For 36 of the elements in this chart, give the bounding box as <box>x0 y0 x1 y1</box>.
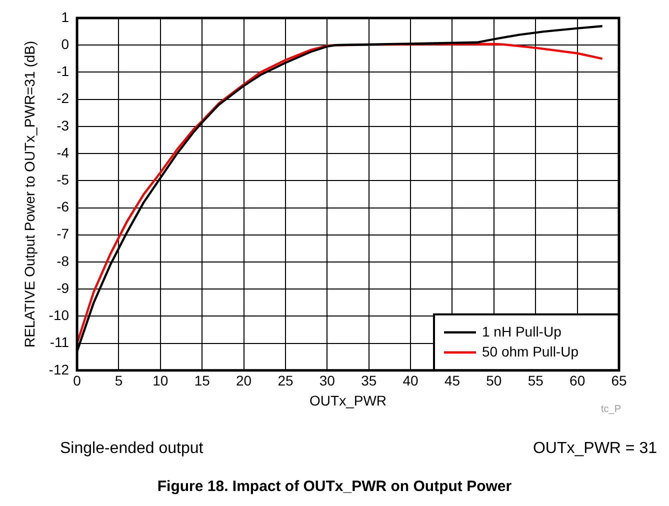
x-tick-label: 65 <box>611 372 627 389</box>
y-tick-label: -11 <box>50 334 70 350</box>
legend-label: 50 ohm Pull-Up <box>482 343 579 360</box>
x-tick-label: 0 <box>73 372 82 389</box>
y-tick-label: 0 <box>61 36 70 52</box>
x-tick-label: 5 <box>114 372 123 389</box>
y-tick-label: -10 <box>48 307 70 324</box>
y-tick-label: -5 <box>56 172 70 188</box>
y-tick-label: -3 <box>56 117 70 134</box>
x-tick-label: 55 <box>528 372 544 389</box>
x-tick-label: 20 <box>236 372 252 389</box>
y-tick-label: -2 <box>56 90 70 106</box>
x-tick-label: 35 <box>361 372 377 389</box>
text: tc_P <box>600 404 621 415</box>
text: OUTx_PWR = 31 <box>532 440 657 458</box>
x-axis-title: OUTx_PWR <box>310 392 387 408</box>
x-tick-label: 30 <box>319 372 336 389</box>
y-tick-label: 1 <box>61 8 70 25</box>
y-tick-label: -6 <box>56 198 70 215</box>
y-tick-label: -1 <box>56 63 70 80</box>
x-tick-label: 40 <box>402 372 419 389</box>
y-tick-label: -7 <box>56 226 70 242</box>
x-tick-label: 25 <box>278 372 294 389</box>
x-tick-label: 60 <box>570 372 586 389</box>
x-tick-label: 50 <box>486 372 502 389</box>
y-tick-label: -4 <box>56 144 70 160</box>
y-tick-label: -12 <box>48 361 70 378</box>
y-tick-label: -8 <box>56 252 70 269</box>
x-tick-label: 15 <box>194 372 210 389</box>
legend-label: 1 nH Pull-Up <box>482 323 562 340</box>
x-tick-label: 10 <box>152 372 168 389</box>
text: Figure 18. Impact of OUTx_PWR on Output Power <box>156 478 513 495</box>
y-tick-label: -9 <box>56 280 70 296</box>
y-axis-title: RELATIVE Output Power to OUTx_PWR=31 (dB) <box>21 40 38 348</box>
text: Single-ended output <box>60 440 204 458</box>
x-tick-label: 45 <box>444 372 460 389</box>
